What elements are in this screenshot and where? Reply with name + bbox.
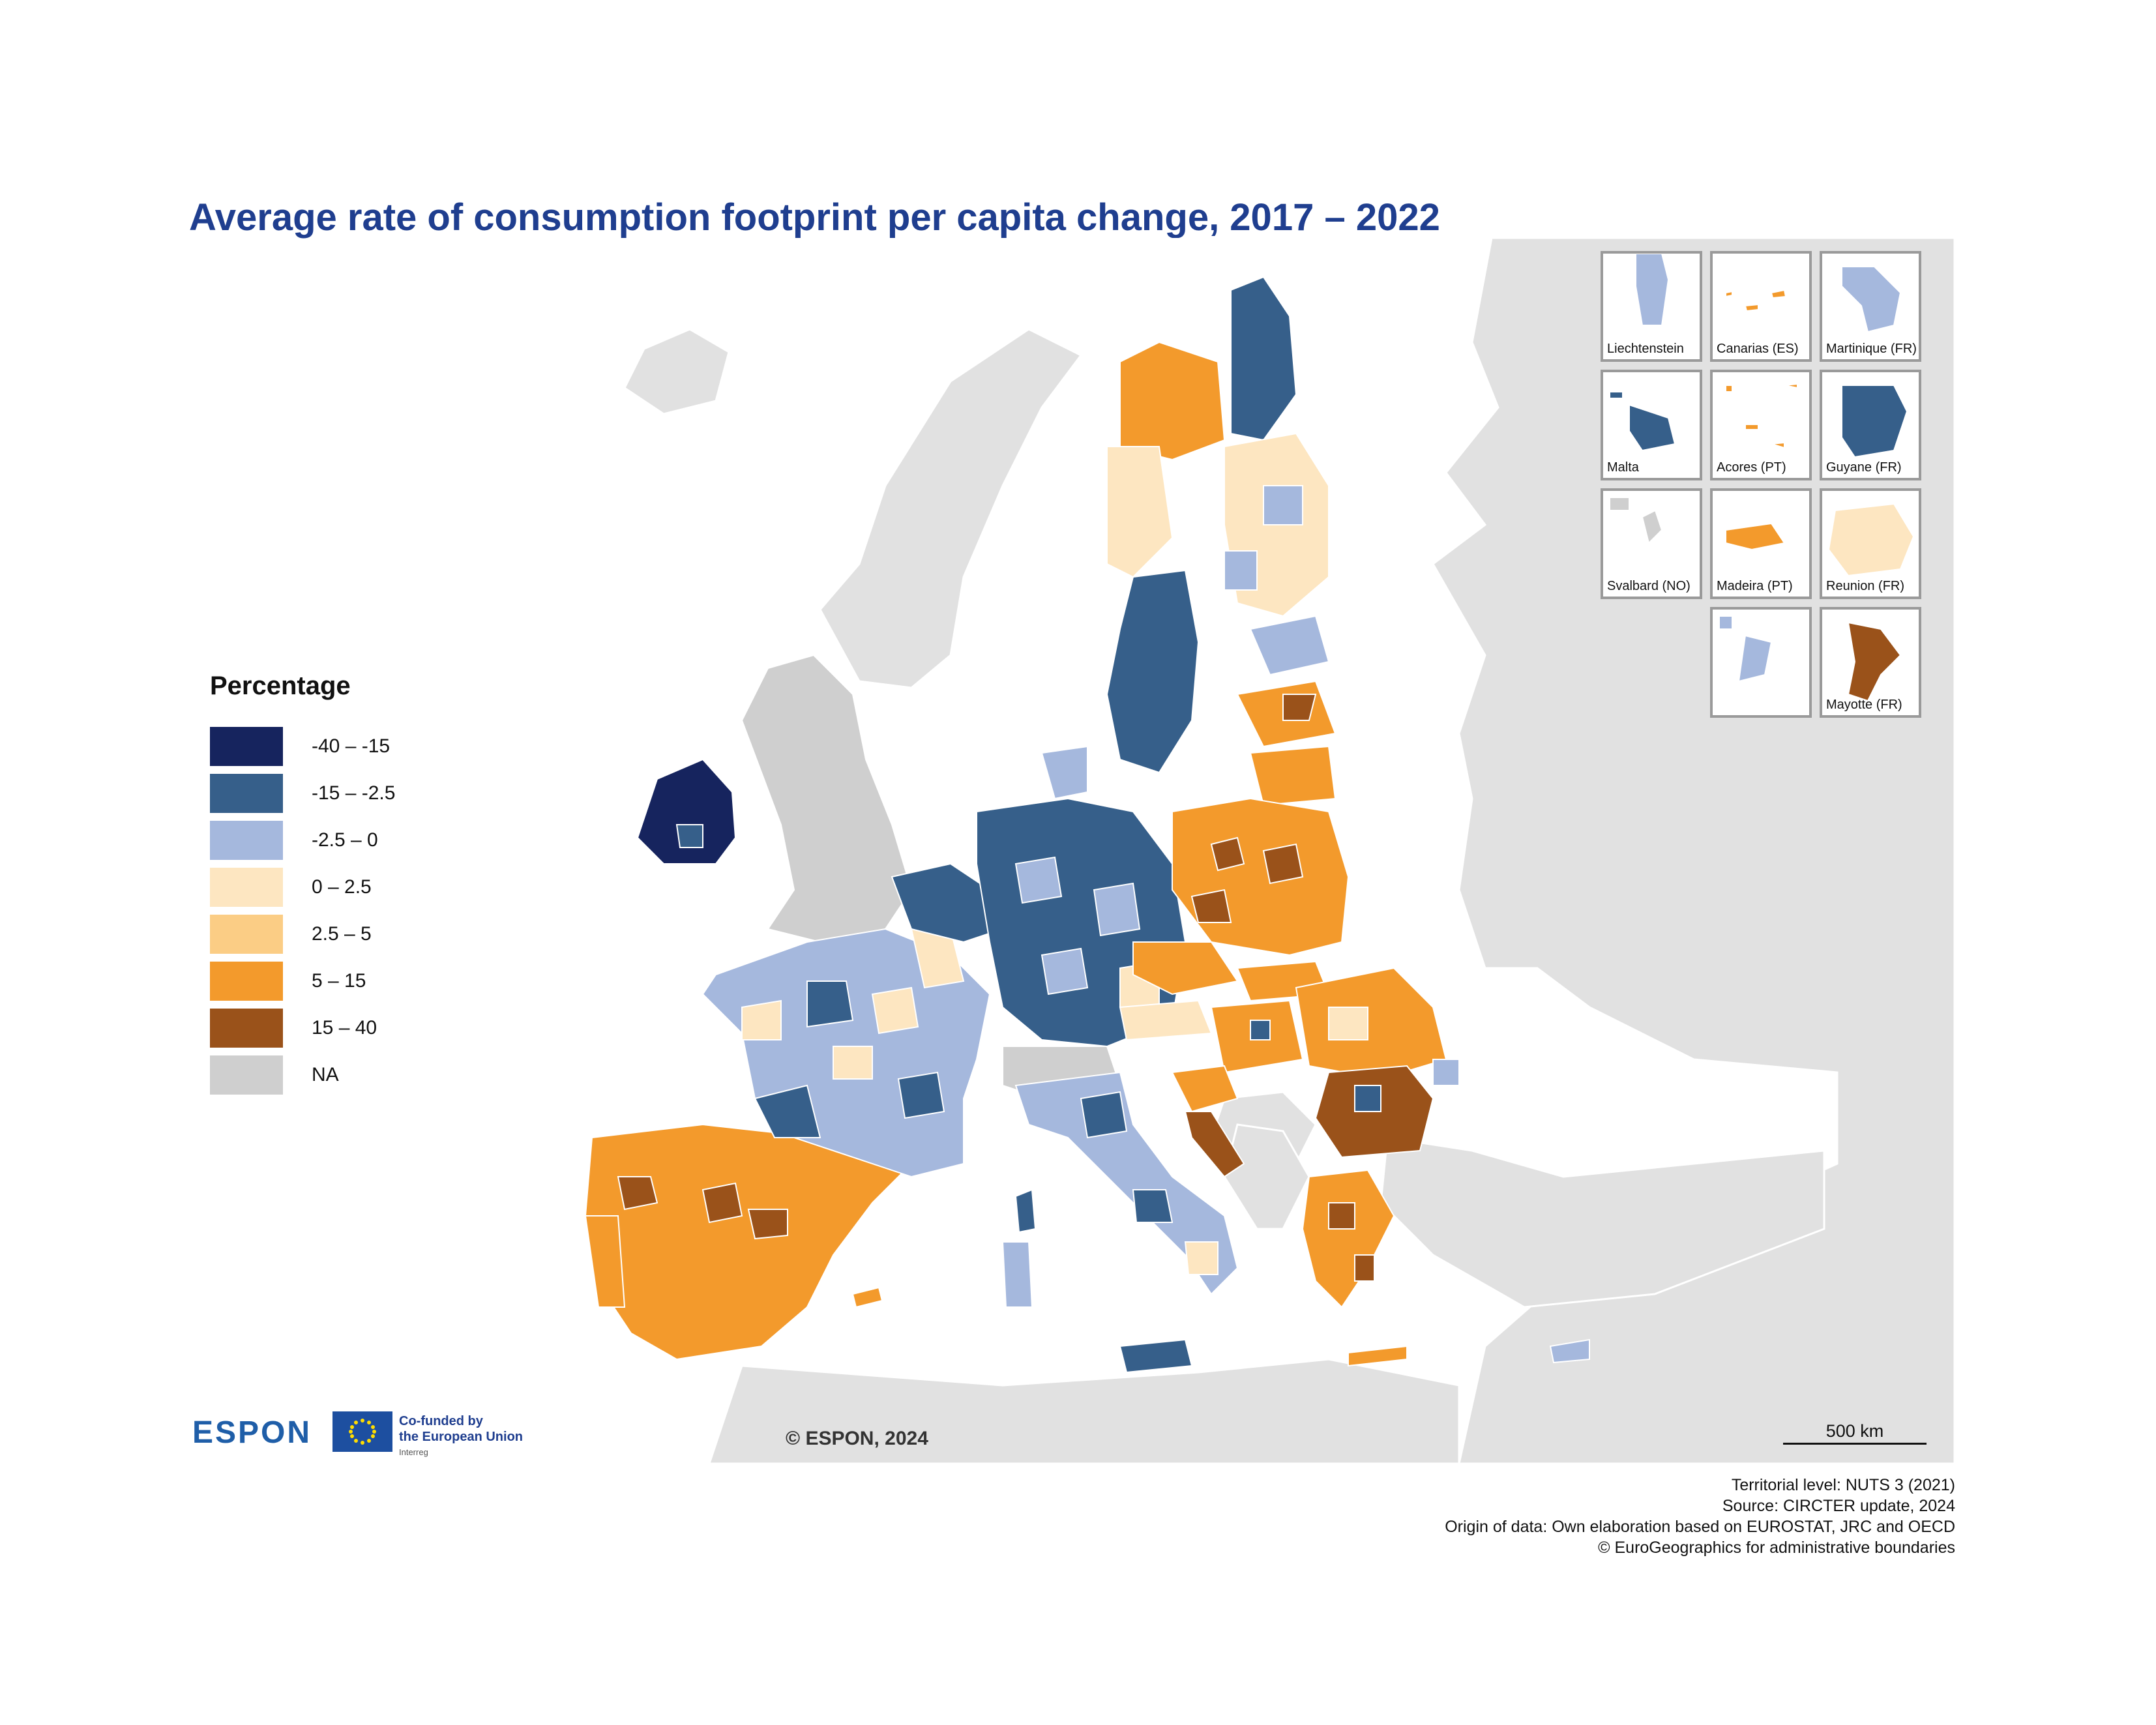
inset-region xyxy=(1725,289,1787,312)
inset-region xyxy=(1841,266,1902,333)
uk-na xyxy=(741,654,913,943)
baltics xyxy=(1236,615,1336,806)
scale-bar: 500 km xyxy=(1783,1421,1927,1445)
legend-label: -2.5 – 0 xyxy=(312,829,378,851)
ireland xyxy=(636,758,737,864)
inset-region xyxy=(1635,254,1670,326)
legend-label: 5 – 15 xyxy=(312,970,366,992)
inset-shape xyxy=(1635,254,1670,326)
legend-swatch xyxy=(210,821,283,860)
italy xyxy=(1001,1071,1239,1374)
inset-shape xyxy=(1841,266,1902,333)
legend-label: -15 – -2.5 xyxy=(312,782,396,804)
inset-map: Martinique (FR) xyxy=(1820,251,1921,362)
legend-label: 2.5 – 5 xyxy=(312,923,372,945)
inset-label: Liechtenstein xyxy=(1607,342,1684,356)
legend-label: -40 – -15 xyxy=(312,735,391,757)
legend-item: -2.5 – 0 xyxy=(210,817,395,864)
inset-region xyxy=(1609,391,1676,452)
inset-map: Madeira (PT) xyxy=(1710,488,1812,599)
inset-shape xyxy=(1725,289,1787,312)
inset-label: Reunion (FR) xyxy=(1826,579,1905,593)
central-east xyxy=(1119,941,1330,1074)
inset-shape xyxy=(1827,503,1915,577)
inset-map: Canarias (ES) xyxy=(1710,251,1812,362)
inset-shape xyxy=(1841,385,1908,458)
scale-line xyxy=(1783,1443,1927,1445)
inset-region xyxy=(1827,503,1915,577)
inset-shape xyxy=(1725,383,1798,449)
inset-map: Reunion (FR) xyxy=(1820,488,1921,599)
greece xyxy=(1301,1169,1408,1367)
eu-cofunding-text: Co-funded by the European Union Interreg xyxy=(399,1413,523,1460)
inset-label: Canarias (ES) xyxy=(1717,342,1799,356)
inset-map: Mayotte (FR) xyxy=(1820,607,1921,718)
inset-map: Acores (PT) xyxy=(1710,370,1812,480)
south-east xyxy=(1295,967,1460,1158)
legend-item: 0 – 2.5 xyxy=(210,864,395,911)
inset-label: Guyane (FR) xyxy=(1826,460,1902,475)
legend-swatch xyxy=(210,962,283,1001)
corsica xyxy=(1014,1188,1037,1233)
poland xyxy=(1172,797,1350,956)
inset-region xyxy=(1609,497,1663,544)
legend-label: 0 – 2.5 xyxy=(312,876,372,898)
legend-swatch xyxy=(210,868,283,907)
legend-swatch xyxy=(210,727,283,766)
legend-item: 2.5 – 5 xyxy=(210,911,395,958)
eu-flag-icon xyxy=(332,1411,392,1452)
legend-swatch xyxy=(210,1055,283,1095)
inset-region xyxy=(1725,522,1786,551)
inset-map: Liechtenstein xyxy=(1601,251,1702,362)
inset-region xyxy=(1841,385,1908,458)
eu-line-3: Interreg xyxy=(399,1447,428,1457)
espon-logo: ESPON xyxy=(192,1415,312,1450)
legend-item: -40 – -15 xyxy=(210,723,395,770)
inset-map xyxy=(1710,607,1812,718)
inset-map: Guyane (FR) xyxy=(1820,370,1921,480)
inset-map: Malta xyxy=(1601,370,1702,480)
legend-item: 5 – 15 xyxy=(210,958,395,1005)
legend-swatch xyxy=(210,1009,283,1048)
inset-label: Mayotte (FR) xyxy=(1826,698,1902,712)
legend-label: NA xyxy=(312,1064,339,1085)
inset-region xyxy=(1719,615,1773,683)
inset-shape xyxy=(1725,522,1786,551)
inset-region xyxy=(1725,383,1798,449)
credit-source: Source: CIRCTER update, 2024 xyxy=(1722,1497,1955,1515)
credit-boundaries: © EuroGeographics for administrative bou… xyxy=(1598,1539,1955,1557)
inset-shape xyxy=(1609,391,1676,452)
balkans-west xyxy=(1171,1065,1245,1178)
inset-label: Martinique (FR) xyxy=(1826,342,1917,356)
inset-label: Malta xyxy=(1607,460,1639,475)
map-title: Average rate of consumption footprint pe… xyxy=(189,196,1440,239)
map-credits: Territorial level: NUTS 3 (2021) Source:… xyxy=(1445,1475,1955,1558)
map-legend: Percentage -40 – -15 -15 – -2.5 -2.5 – 0 0 … xyxy=(210,671,395,1098)
france xyxy=(701,928,991,1178)
cyprus xyxy=(1549,1338,1590,1364)
inset-label: Madeira (PT) xyxy=(1717,579,1793,593)
credit-territorial-level: Territorial level: NUTS 3 (2021) xyxy=(1731,1476,1955,1494)
legend-item: -15 – -2.5 xyxy=(210,770,395,817)
inset-shape xyxy=(1609,497,1663,544)
eu-line-2: the European Union xyxy=(399,1430,523,1444)
balearics xyxy=(851,1286,883,1308)
eu-line-1: Co-funded by xyxy=(399,1414,483,1428)
credit-origin: Origin of data: Own elaboration based on… xyxy=(1445,1518,1955,1536)
legend-label: 15 – 40 xyxy=(312,1017,377,1039)
legend-swatch xyxy=(210,915,283,954)
inset-shape xyxy=(1719,615,1773,683)
scandinavia xyxy=(1041,276,1329,800)
legend-title: Percentage xyxy=(210,671,351,700)
scale-label: 500 km xyxy=(1825,1421,1884,1441)
legend-item: 15 – 40 xyxy=(210,1005,395,1052)
inset-label: Svalbard (NO) xyxy=(1607,579,1691,593)
legend-item: NA xyxy=(210,1052,395,1098)
inset-map: Svalbard (NO) xyxy=(1601,488,1702,599)
inset-shape xyxy=(1847,621,1902,702)
legend-swatch xyxy=(210,774,283,813)
inset-label: Acores (PT) xyxy=(1717,460,1786,475)
map-copyright: © ESPON, 2024 xyxy=(786,1428,928,1449)
inset-region xyxy=(1847,621,1902,702)
